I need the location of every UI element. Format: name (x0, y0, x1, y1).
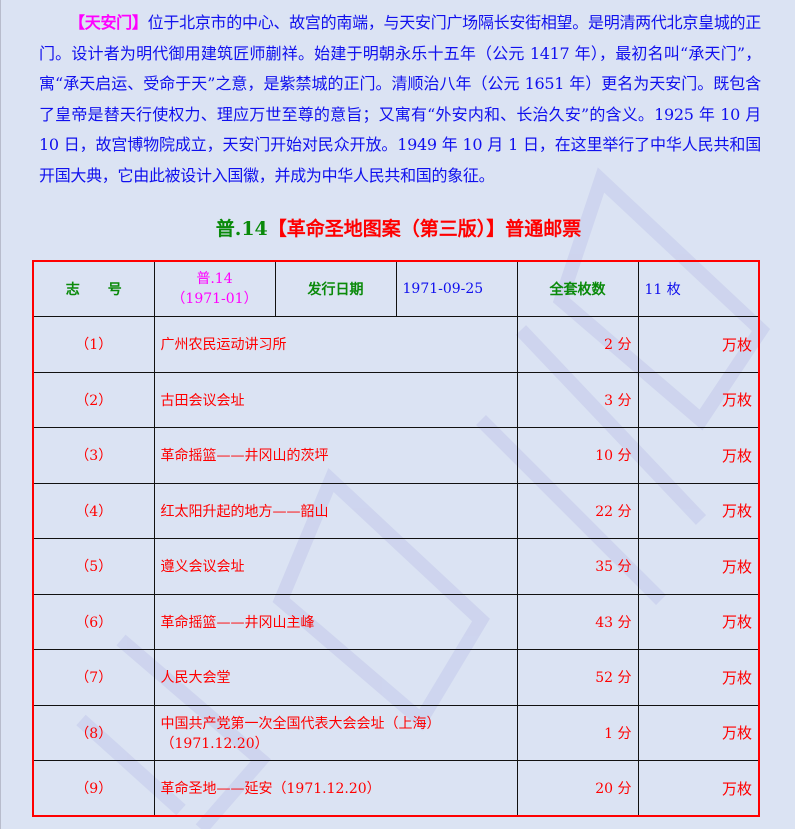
row-number: （8） (32, 704, 155, 761)
label-count: 全套枚数 (516, 260, 639, 317)
row-design: 革命摇篮——井冈山主峰 (153, 593, 518, 650)
row-value: 35 分 (516, 538, 639, 595)
issue-date: 1971-09-25 (395, 260, 518, 317)
row-value: 3 分 (516, 371, 639, 428)
set-count: 11 枚 (637, 260, 760, 317)
row-value: 20 分 (516, 760, 639, 817)
row-design: 中国共产党第一次全国代表大会会址（上海）（1971.12.20） (153, 704, 518, 761)
row-design: 遵义会议会址 (153, 538, 518, 595)
row-value: 2 分 (516, 316, 639, 373)
row-quantity: 万枚 (637, 704, 760, 761)
row-quantity: 万枚 (637, 649, 760, 706)
stamp-table: 志 号 普.14 （1971-01） 发行日期 1971-09-25 全套枚数 1… (32, 260, 760, 817)
title-code: 普.14 (215, 218, 268, 240)
table-row: （2） 古田会议会址 3 分 万枚 (32, 371, 760, 428)
intro-paragraph: 【天安门】位于北京市的中心、故宫的南端，与天安门广场隔长安街相望。是明清两代北京… (39, 8, 761, 191)
row-quantity: 万枚 (637, 593, 760, 650)
row-number: （3） (32, 427, 155, 484)
row-number: （1） (32, 316, 155, 373)
row-value: 10 分 (516, 427, 639, 484)
row-number: （9） (32, 760, 155, 817)
table-row: （8） 中国共产党第一次全国代表大会会址（上海）（1971.12.20） 1 分… (32, 704, 760, 761)
table-row: （7） 人民大会堂 52 分 万枚 (32, 649, 760, 706)
row-design: 革命摇篮——井冈山的茨坪 (153, 427, 518, 484)
row-quantity: 万枚 (637, 760, 760, 817)
table-row: （6） 革命摇篮——井冈山主峰 43 分 万枚 (32, 593, 760, 650)
row-quantity: 万枚 (637, 316, 760, 373)
intro-keyword: 【天安门】 (69, 13, 148, 32)
row-number: （4） (32, 482, 155, 539)
row-number: （7） (32, 649, 155, 706)
label-date: 发行日期 (274, 260, 397, 317)
row-value: 43 分 (516, 593, 639, 650)
table-row: （4） 红太阳升起的地方——韶山 22 分 万枚 (32, 482, 760, 539)
row-number: （2） (32, 371, 155, 428)
row-quantity: 万枚 (637, 427, 760, 484)
page-title: 普.14【革命圣地图案（第三版）】普通邮票 (1, 214, 795, 241)
table-row: （1） 广州农民运动讲习所 2 分 万枚 (32, 316, 760, 373)
stamp-id-line2: （1971-01） (171, 291, 258, 307)
row-design: 革命圣地——延安（1971.12.20） (153, 760, 518, 817)
label-id: 志 号 (32, 260, 155, 317)
row-design: 人民大会堂 (153, 649, 518, 706)
row-quantity: 万枚 (637, 371, 760, 428)
row-value: 52 分 (516, 649, 639, 706)
title-name: 【革命圣地图案（第三版）】普通邮票 (267, 218, 582, 240)
table-row: （3） 革命摇篮——井冈山的茨坪 10 分 万枚 (32, 427, 760, 484)
row-value: 1 分 (516, 704, 639, 761)
stamp-id-line1: 普.14 (196, 271, 233, 287)
row-number: （5） (32, 538, 155, 595)
row-quantity: 万枚 (637, 538, 760, 595)
row-design: 红太阳升起的地方——韶山 (153, 482, 518, 539)
row-quantity: 万枚 (637, 482, 760, 539)
table-row: （9） 革命圣地——延安（1971.12.20） 20 分 万枚 (32, 760, 760, 817)
intro-text: 位于北京市的中心、故宫的南端，与天安门广场隔长安街相望。是明清两代北京皇城的正门… (39, 13, 761, 185)
row-number: （6） (32, 593, 155, 650)
table-row: （5） 遵义会议会址 35 分 万枚 (32, 538, 760, 595)
header-row: 志 号 普.14 （1971-01） 发行日期 1971-09-25 全套枚数 1… (32, 260, 760, 317)
row-design: 广州农民运动讲习所 (153, 316, 518, 373)
row-design: 古田会议会址 (153, 371, 518, 428)
stamp-id: 普.14 （1971-01） (153, 260, 276, 317)
row-value: 22 分 (516, 482, 639, 539)
